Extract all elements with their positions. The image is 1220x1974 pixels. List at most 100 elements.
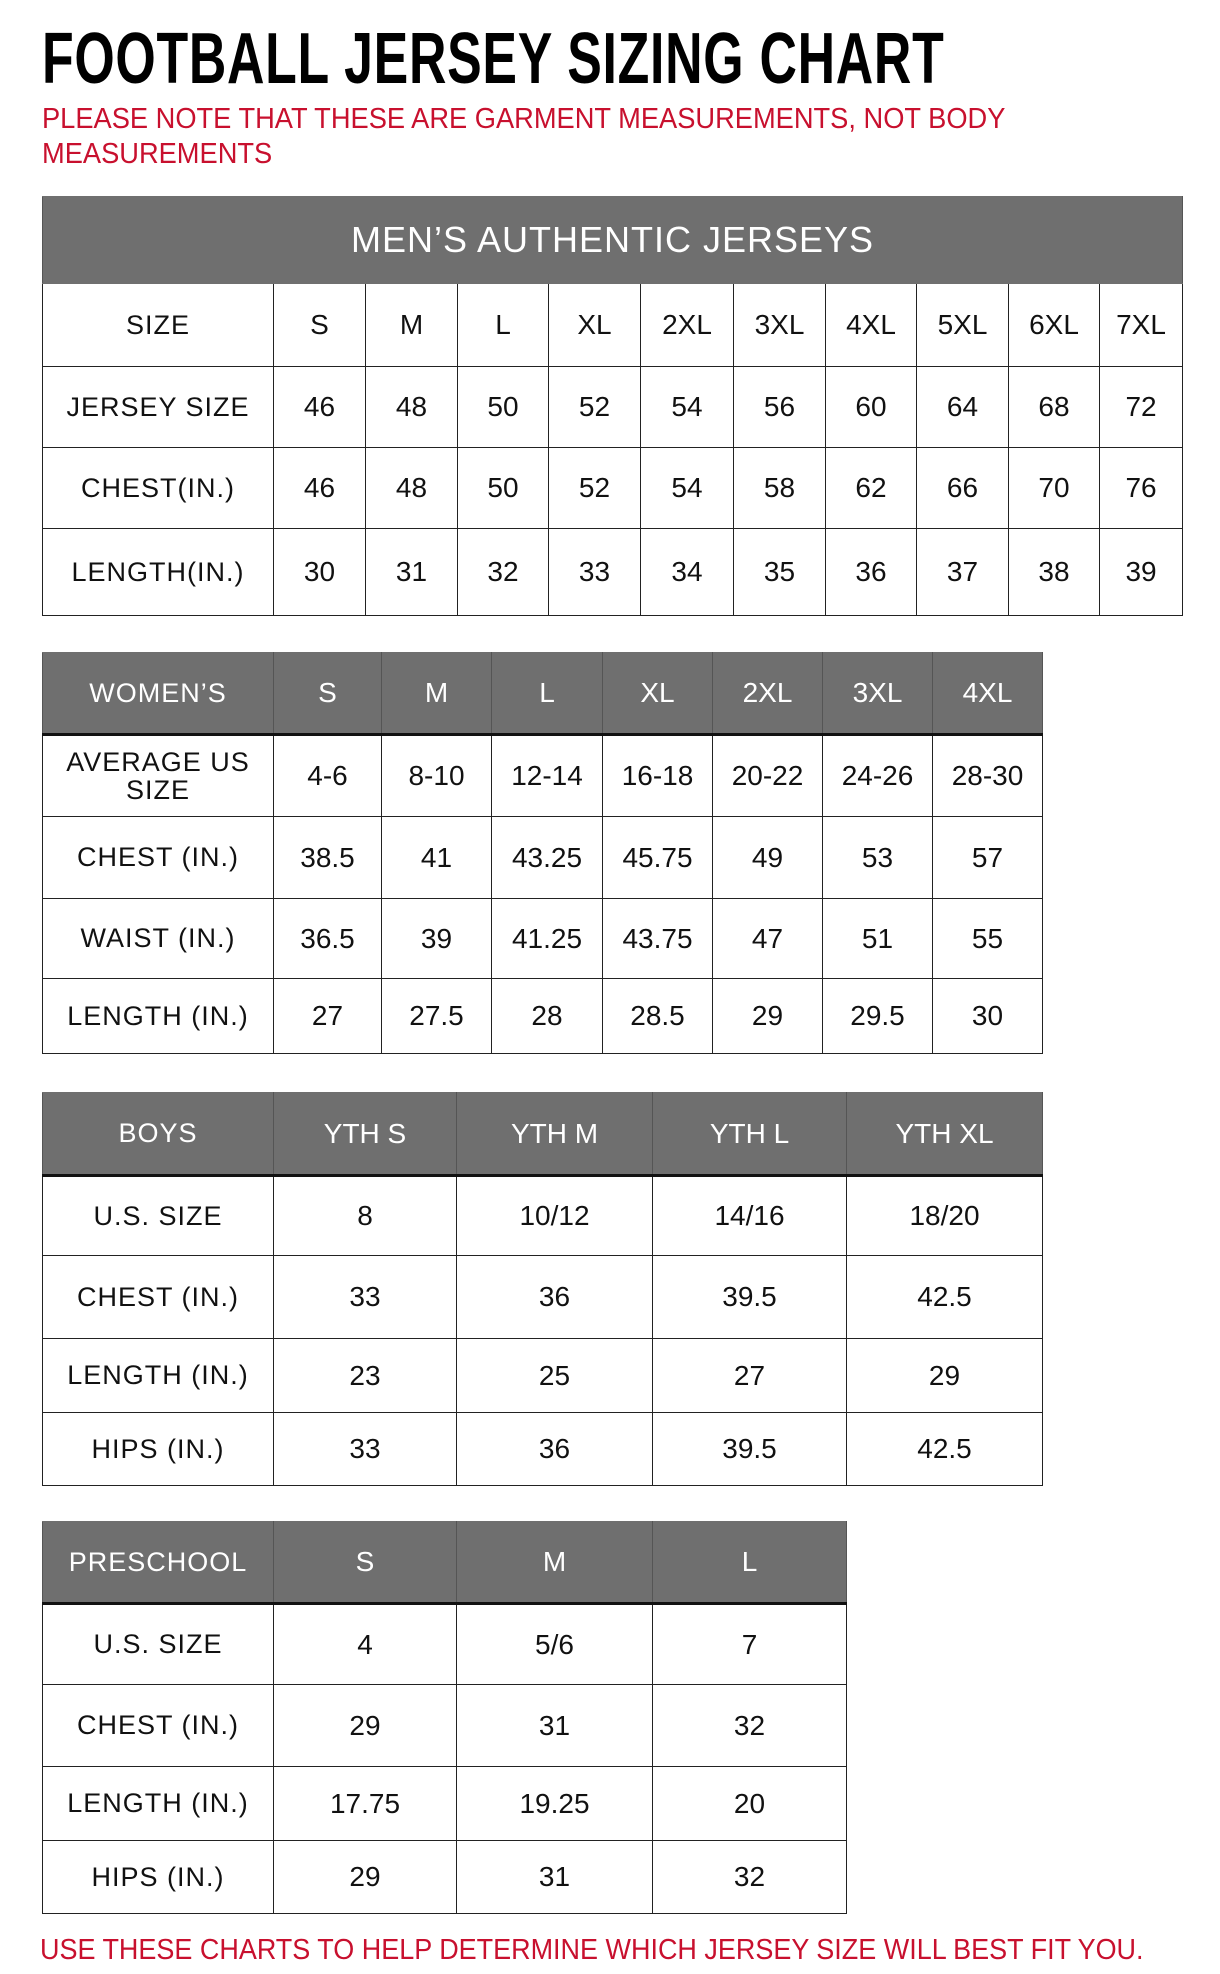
size-value: 56 <box>733 366 826 448</box>
column-header: 3XL <box>822 652 933 736</box>
row-label-header: PRESCHOOL <box>42 1521 274 1605</box>
table-row: AVERAGE US SIZE 4-6 8-10 12-14 16-18 20-22 24-… <box>42 734 1043 817</box>
size-value: 10/12 <box>456 1175 653 1256</box>
size-value: 48 <box>365 447 458 529</box>
size-value: 55 <box>932 898 1043 979</box>
size-value: 7 <box>652 1603 847 1685</box>
row-label: CHEST(IN.) <box>42 447 274 529</box>
size-value: 36.5 <box>273 898 382 979</box>
size-value: 72 <box>1098 366 1184 448</box>
row-label: LENGTH (IN.) <box>42 978 274 1054</box>
size-value: 53 <box>822 816 933 899</box>
column-header: YTH L <box>652 1092 847 1177</box>
table-row: U.S. SIZE 4 5/6 7 <box>42 1603 847 1685</box>
header-row: BOYS YTH S YTH M YTH L YTH XL <box>42 1092 1043 1177</box>
row-label-header: BOYS <box>42 1092 274 1177</box>
size-value: 27 <box>273 978 382 1054</box>
size-value: 29 <box>846 1338 1043 1413</box>
size-value: 51 <box>822 898 933 979</box>
size-value: 37 <box>916 528 1009 616</box>
column-header: S <box>273 283 366 367</box>
size-value: 25 <box>456 1338 653 1413</box>
row-label-header: WOMEN’S <box>42 652 274 736</box>
size-value: 17.75 <box>273 1766 457 1841</box>
column-header: L <box>491 652 603 736</box>
size-value: 20-22 <box>712 734 823 817</box>
size-value: 29 <box>273 1684 457 1767</box>
column-header: 6XL <box>1008 283 1100 367</box>
size-value: 20 <box>652 1766 847 1841</box>
row-label: WAIST (IN.) <box>42 898 274 979</box>
table-row: HIPS (IN.) 33 36 39.5 42.5 <box>42 1412 1043 1486</box>
size-value: 48 <box>365 366 458 448</box>
size-value: 38 <box>1008 528 1100 616</box>
size-value: 23 <box>273 1338 457 1413</box>
womens-table: WOMEN’S S M L XL 2XL 3XL 4XL AVERAGE US SIZE 4-6 8… <box>42 652 1043 1054</box>
size-value: 47 <box>712 898 823 979</box>
size-value: 29 <box>273 1840 457 1914</box>
table-title: MEN’S AUTHENTIC JERSEYS <box>41 196 1184 284</box>
size-value: 28 <box>491 978 603 1054</box>
header-row: WOMEN’S S M L XL 2XL 3XL 4XL <box>42 652 1043 736</box>
size-value: 54 <box>640 366 734 448</box>
column-header: 5XL <box>916 283 1009 367</box>
table-row: HIPS (IN.) 29 31 32 <box>42 1840 847 1914</box>
column-header: YTH XL <box>846 1092 1043 1177</box>
row-label: HIPS (IN.) <box>42 1412 274 1486</box>
size-value: 33 <box>548 528 641 616</box>
size-value: 52 <box>548 447 641 529</box>
column-header: M <box>456 1521 653 1605</box>
size-value: 42.5 <box>846 1412 1043 1486</box>
table-row: CHEST(IN.) 46 48 50 52 54 58 62 66 70 76 <box>42 447 1184 529</box>
boys-table: BOYS YTH S YTH M YTH L YTH XL U.S. SIZE 8 10/12… <box>42 1092 1043 1486</box>
size-value: 41.25 <box>491 898 603 979</box>
size-value: 27.5 <box>381 978 492 1054</box>
size-value: 62 <box>825 447 917 529</box>
column-header: M <box>381 652 492 736</box>
size-value: 45.75 <box>602 816 713 899</box>
row-label: CHEST (IN.) <box>42 1684 274 1767</box>
size-value: 33 <box>273 1412 457 1486</box>
size-value: 39 <box>1098 528 1184 616</box>
size-value: 19.25 <box>456 1766 653 1841</box>
garment-measurement-note: PLEASE NOTE THAT THESE ARE GARMENT MEASU… <box>42 103 1005 170</box>
column-header: 2XL <box>712 652 823 736</box>
footer-note: USE THESE CHARTS TO HELP DETERMINE WHICH… <box>40 1934 1144 1966</box>
column-header: L <box>652 1521 847 1605</box>
size-value: 38.5 <box>273 816 382 899</box>
table-row: CHEST (IN.) 33 36 39.5 42.5 <box>42 1255 1043 1339</box>
size-value: 5/6 <box>456 1603 653 1685</box>
preschool-table: PRESCHOOL S M L U.S. SIZE 4 5/6 7 CHEST (IN.) 29 3… <box>42 1521 847 1914</box>
table-row: LENGTH (IN.) 27 27.5 28 28.5 29 29.5 30 <box>42 978 1043 1054</box>
size-value: 66 <box>916 447 1009 529</box>
table-row: JERSEY SIZE 46 48 50 52 54 56 60 64 68 72 <box>42 366 1184 448</box>
size-value: 39.5 <box>652 1412 847 1486</box>
table-row: LENGTH (IN.) 17.75 19.25 20 <box>42 1766 847 1841</box>
size-value: 39 <box>381 898 492 979</box>
size-value: 57 <box>932 816 1043 899</box>
table-row: LENGTH (IN.) 23 25 27 29 <box>42 1338 1043 1413</box>
size-value: 28.5 <box>602 978 713 1054</box>
size-value: 33 <box>273 1255 457 1339</box>
table-row: WAIST (IN.) 36.5 39 41.25 43.75 47 51 55 <box>42 898 1043 979</box>
size-value: 8 <box>273 1175 457 1256</box>
size-value: 49 <box>712 816 823 899</box>
row-label: AVERAGE US SIZE <box>42 734 274 817</box>
size-value: 32 <box>652 1684 847 1767</box>
header-row: SIZE S M L XL 2XL 3XL 4XL 5XL 6XL 7XL <box>42 283 1184 367</box>
size-value: 58 <box>733 447 826 529</box>
size-value: 76 <box>1098 447 1184 529</box>
size-value: 60 <box>825 366 917 448</box>
row-label: U.S. SIZE <box>42 1603 274 1685</box>
size-value: 24-26 <box>822 734 933 817</box>
size-value: 52 <box>548 366 641 448</box>
row-label: U.S. SIZE <box>42 1175 274 1256</box>
row-label: CHEST (IN.) <box>42 1255 274 1339</box>
size-value: 68 <box>1008 366 1100 448</box>
size-value: 43.25 <box>491 816 603 899</box>
table-row: CHEST (IN.) 29 31 32 <box>42 1684 847 1767</box>
size-value: 46 <box>273 447 366 529</box>
size-value: 42.5 <box>846 1255 1043 1339</box>
size-value: 4-6 <box>273 734 382 817</box>
size-value: 54 <box>640 447 734 529</box>
